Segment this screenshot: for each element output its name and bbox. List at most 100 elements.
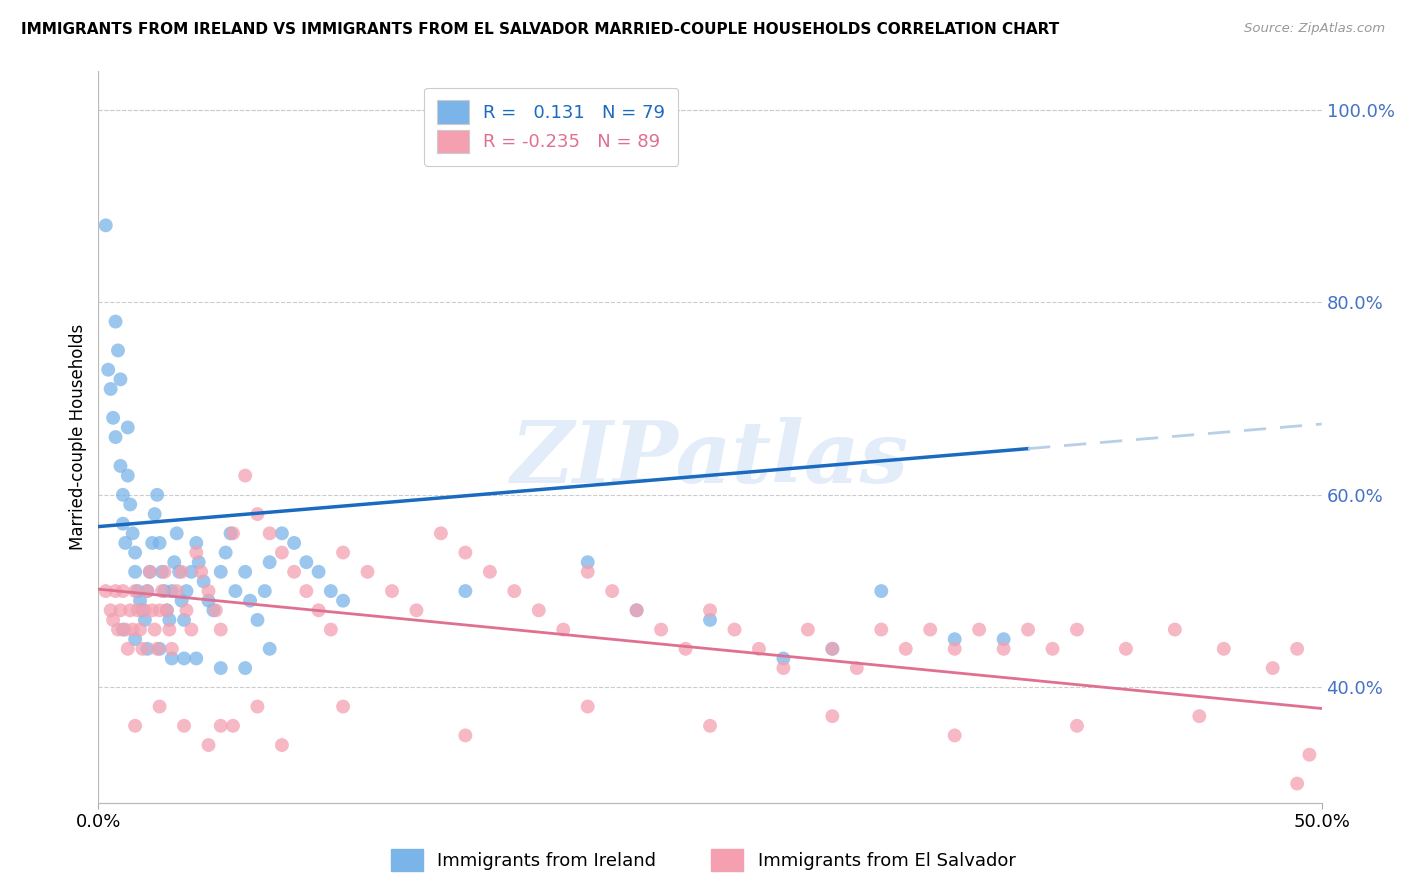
Point (1066, 719, 1088, 733)
Point (1164, 623, 1187, 637)
Point (136, 584, 159, 599)
Point (124, 565, 146, 579)
Point (127, 584, 149, 599)
Point (943, 641, 966, 656)
Point (1298, 747, 1320, 762)
Point (136, 584, 159, 599)
Point (180, 623, 202, 637)
Point (1042, 641, 1064, 656)
Point (157, 613, 180, 627)
Point (797, 623, 820, 637)
Point (127, 603, 149, 617)
Point (381, 584, 404, 599)
Point (163, 555, 186, 569)
Point (170, 565, 193, 579)
Point (107, 623, 129, 637)
Point (146, 641, 169, 656)
Point (186, 536, 208, 550)
Point (166, 584, 188, 599)
Point (100, 382, 122, 396)
Point (332, 593, 354, 607)
Point (149, 641, 172, 656)
Point (94, 584, 117, 599)
Point (259, 526, 281, 541)
Text: Source: ZipAtlas.com: Source: ZipAtlas.com (1244, 22, 1385, 36)
Point (166, 526, 188, 541)
Point (600, 584, 623, 599)
Point (124, 719, 146, 733)
Point (150, 584, 173, 599)
Point (157, 623, 180, 637)
Point (173, 651, 195, 665)
Point (186, 545, 208, 559)
Point (205, 603, 228, 617)
Point (134, 603, 156, 617)
Point (283, 565, 305, 579)
Point (224, 584, 246, 599)
Point (209, 719, 232, 733)
Point (193, 574, 215, 589)
Point (173, 613, 195, 627)
Point (214, 545, 236, 559)
Point (233, 661, 256, 675)
Point (146, 488, 169, 502)
Point (219, 526, 242, 541)
Point (894, 641, 917, 656)
Point (160, 584, 183, 599)
Point (124, 632, 146, 647)
Point (454, 584, 477, 599)
Point (197, 593, 219, 607)
Point (233, 565, 256, 579)
Point (111, 584, 134, 599)
Point (190, 565, 212, 579)
Point (110, 458, 132, 473)
Point (993, 632, 1015, 647)
Text: IMMIGRANTS FROM IRELAND VS IMMIGRANTS FROM EL SALVADOR MARRIED-COUPLE HOUSEHOLDS: IMMIGRANTS FROM IRELAND VS IMMIGRANTS FR… (21, 22, 1059, 37)
Point (111, 623, 134, 637)
Point (173, 719, 195, 733)
Point (104, 315, 127, 329)
Point (821, 641, 844, 656)
Point (319, 623, 342, 637)
Point (332, 699, 354, 714)
Point (117, 420, 139, 434)
Point (180, 565, 202, 579)
Point (576, 699, 599, 714)
Point (153, 565, 176, 579)
Point (283, 536, 305, 550)
Point (124, 545, 146, 559)
Point (246, 699, 269, 714)
Point (160, 641, 183, 656)
Point (1286, 641, 1309, 656)
Legend: R =   0.131   N = 79, R = -0.235   N = 89: R = 0.131 N = 79, R = -0.235 N = 89 (423, 87, 678, 166)
Point (114, 623, 136, 637)
Point (110, 603, 132, 617)
Point (626, 603, 648, 617)
Point (111, 488, 134, 502)
Point (107, 343, 129, 358)
Point (1212, 641, 1234, 656)
Point (699, 603, 721, 617)
Point (101, 613, 124, 627)
Point (167, 565, 190, 579)
Point (772, 651, 794, 665)
Point (332, 545, 354, 559)
Point (308, 603, 330, 617)
Point (187, 555, 209, 569)
Point (176, 584, 198, 599)
Point (1286, 776, 1309, 790)
Point (134, 613, 156, 627)
Point (675, 641, 697, 656)
Point (197, 738, 219, 752)
Point (156, 603, 179, 617)
Point (129, 623, 152, 637)
Point (139, 565, 162, 579)
Point (478, 565, 501, 579)
Point (1017, 623, 1039, 637)
Point (209, 661, 232, 675)
Point (1066, 623, 1088, 637)
Point (553, 623, 575, 637)
Point (259, 555, 281, 569)
Point (110, 372, 132, 386)
Point (131, 641, 153, 656)
